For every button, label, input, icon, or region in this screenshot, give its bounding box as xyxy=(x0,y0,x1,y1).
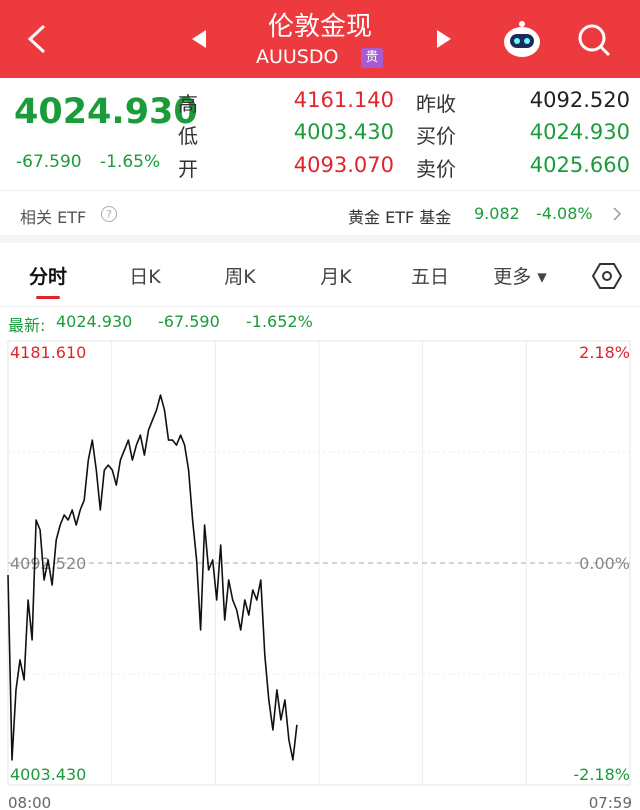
etf-name[interactable]: 黄金 ETF 基金 xyxy=(348,208,452,227)
y2-tick-label: -2.18% xyxy=(573,765,630,784)
low: 4003.430 xyxy=(293,120,394,144)
y2-tick-label: 0.00% xyxy=(579,554,630,573)
settings-button[interactable] xyxy=(592,262,622,290)
separator xyxy=(0,235,640,243)
latest-change: -67.590 xyxy=(158,312,220,331)
etf-change: -4.08% xyxy=(536,204,593,223)
prev-close-label: 昨收 xyxy=(416,92,456,116)
etf-price: 9.082 xyxy=(474,204,520,223)
high: 4161.140 xyxy=(293,88,394,112)
latest-price: 4024.930 xyxy=(56,312,133,331)
y2-tick-label: 2.18% xyxy=(579,343,630,362)
intraday-chart: 4181.6104092.5204003.4302.18%0.00%-2.18%… xyxy=(7,340,632,810)
open: 4093.070 xyxy=(293,153,394,177)
tab[interactable]: 分时 xyxy=(28,266,67,288)
tab[interactable]: 周K xyxy=(224,266,256,288)
title: 伦敦金现 xyxy=(267,12,372,42)
tab[interactable]: 日K xyxy=(129,266,161,288)
next-button[interactable] xyxy=(435,28,455,50)
tab[interactable]: 月K xyxy=(320,266,352,288)
back-button[interactable] xyxy=(22,22,52,56)
prev-close: 4092.520 xyxy=(529,88,630,112)
etf-label: 相关 ETF xyxy=(20,208,87,227)
tab[interactable]: 五日 xyxy=(410,266,449,288)
x-label: 08:00 xyxy=(8,794,51,810)
tab[interactable]: 更多 ▾ xyxy=(493,266,547,288)
ask-label: 卖价 xyxy=(416,157,456,181)
high-label: 高 xyxy=(178,92,198,116)
divider xyxy=(0,306,640,307)
latest-label: 最新: xyxy=(8,316,46,335)
ask: 4025.660 xyxy=(529,153,630,177)
divider xyxy=(0,190,640,191)
bid-label: 买价 xyxy=(416,124,456,148)
x-label: 07:59 xyxy=(589,794,632,810)
latest-change-pct: -1.652% xyxy=(246,312,313,331)
low-label: 低 xyxy=(178,124,198,148)
etf-arrow xyxy=(613,207,622,221)
price-line xyxy=(7,394,298,761)
price: 4024.930 xyxy=(14,92,198,132)
change-pct: -1.65% xyxy=(100,152,161,172)
open-label: 开 xyxy=(178,157,198,181)
svg-text:?: ? xyxy=(106,208,112,221)
assistant-button[interactable] xyxy=(500,18,544,62)
bid: 4024.930 xyxy=(529,120,630,144)
search-button[interactable] xyxy=(574,20,614,60)
info-icon[interactable]: ? xyxy=(100,205,118,223)
y-tick-label: 4181.610 xyxy=(10,343,86,362)
badge: 贵 xyxy=(361,48,383,68)
prev-button[interactable] xyxy=(188,28,208,50)
y-tick-label: 4003.430 xyxy=(10,765,86,784)
change: -67.590 xyxy=(16,152,82,172)
code: AUUSDO xyxy=(256,46,339,68)
tab-underline xyxy=(36,296,60,299)
